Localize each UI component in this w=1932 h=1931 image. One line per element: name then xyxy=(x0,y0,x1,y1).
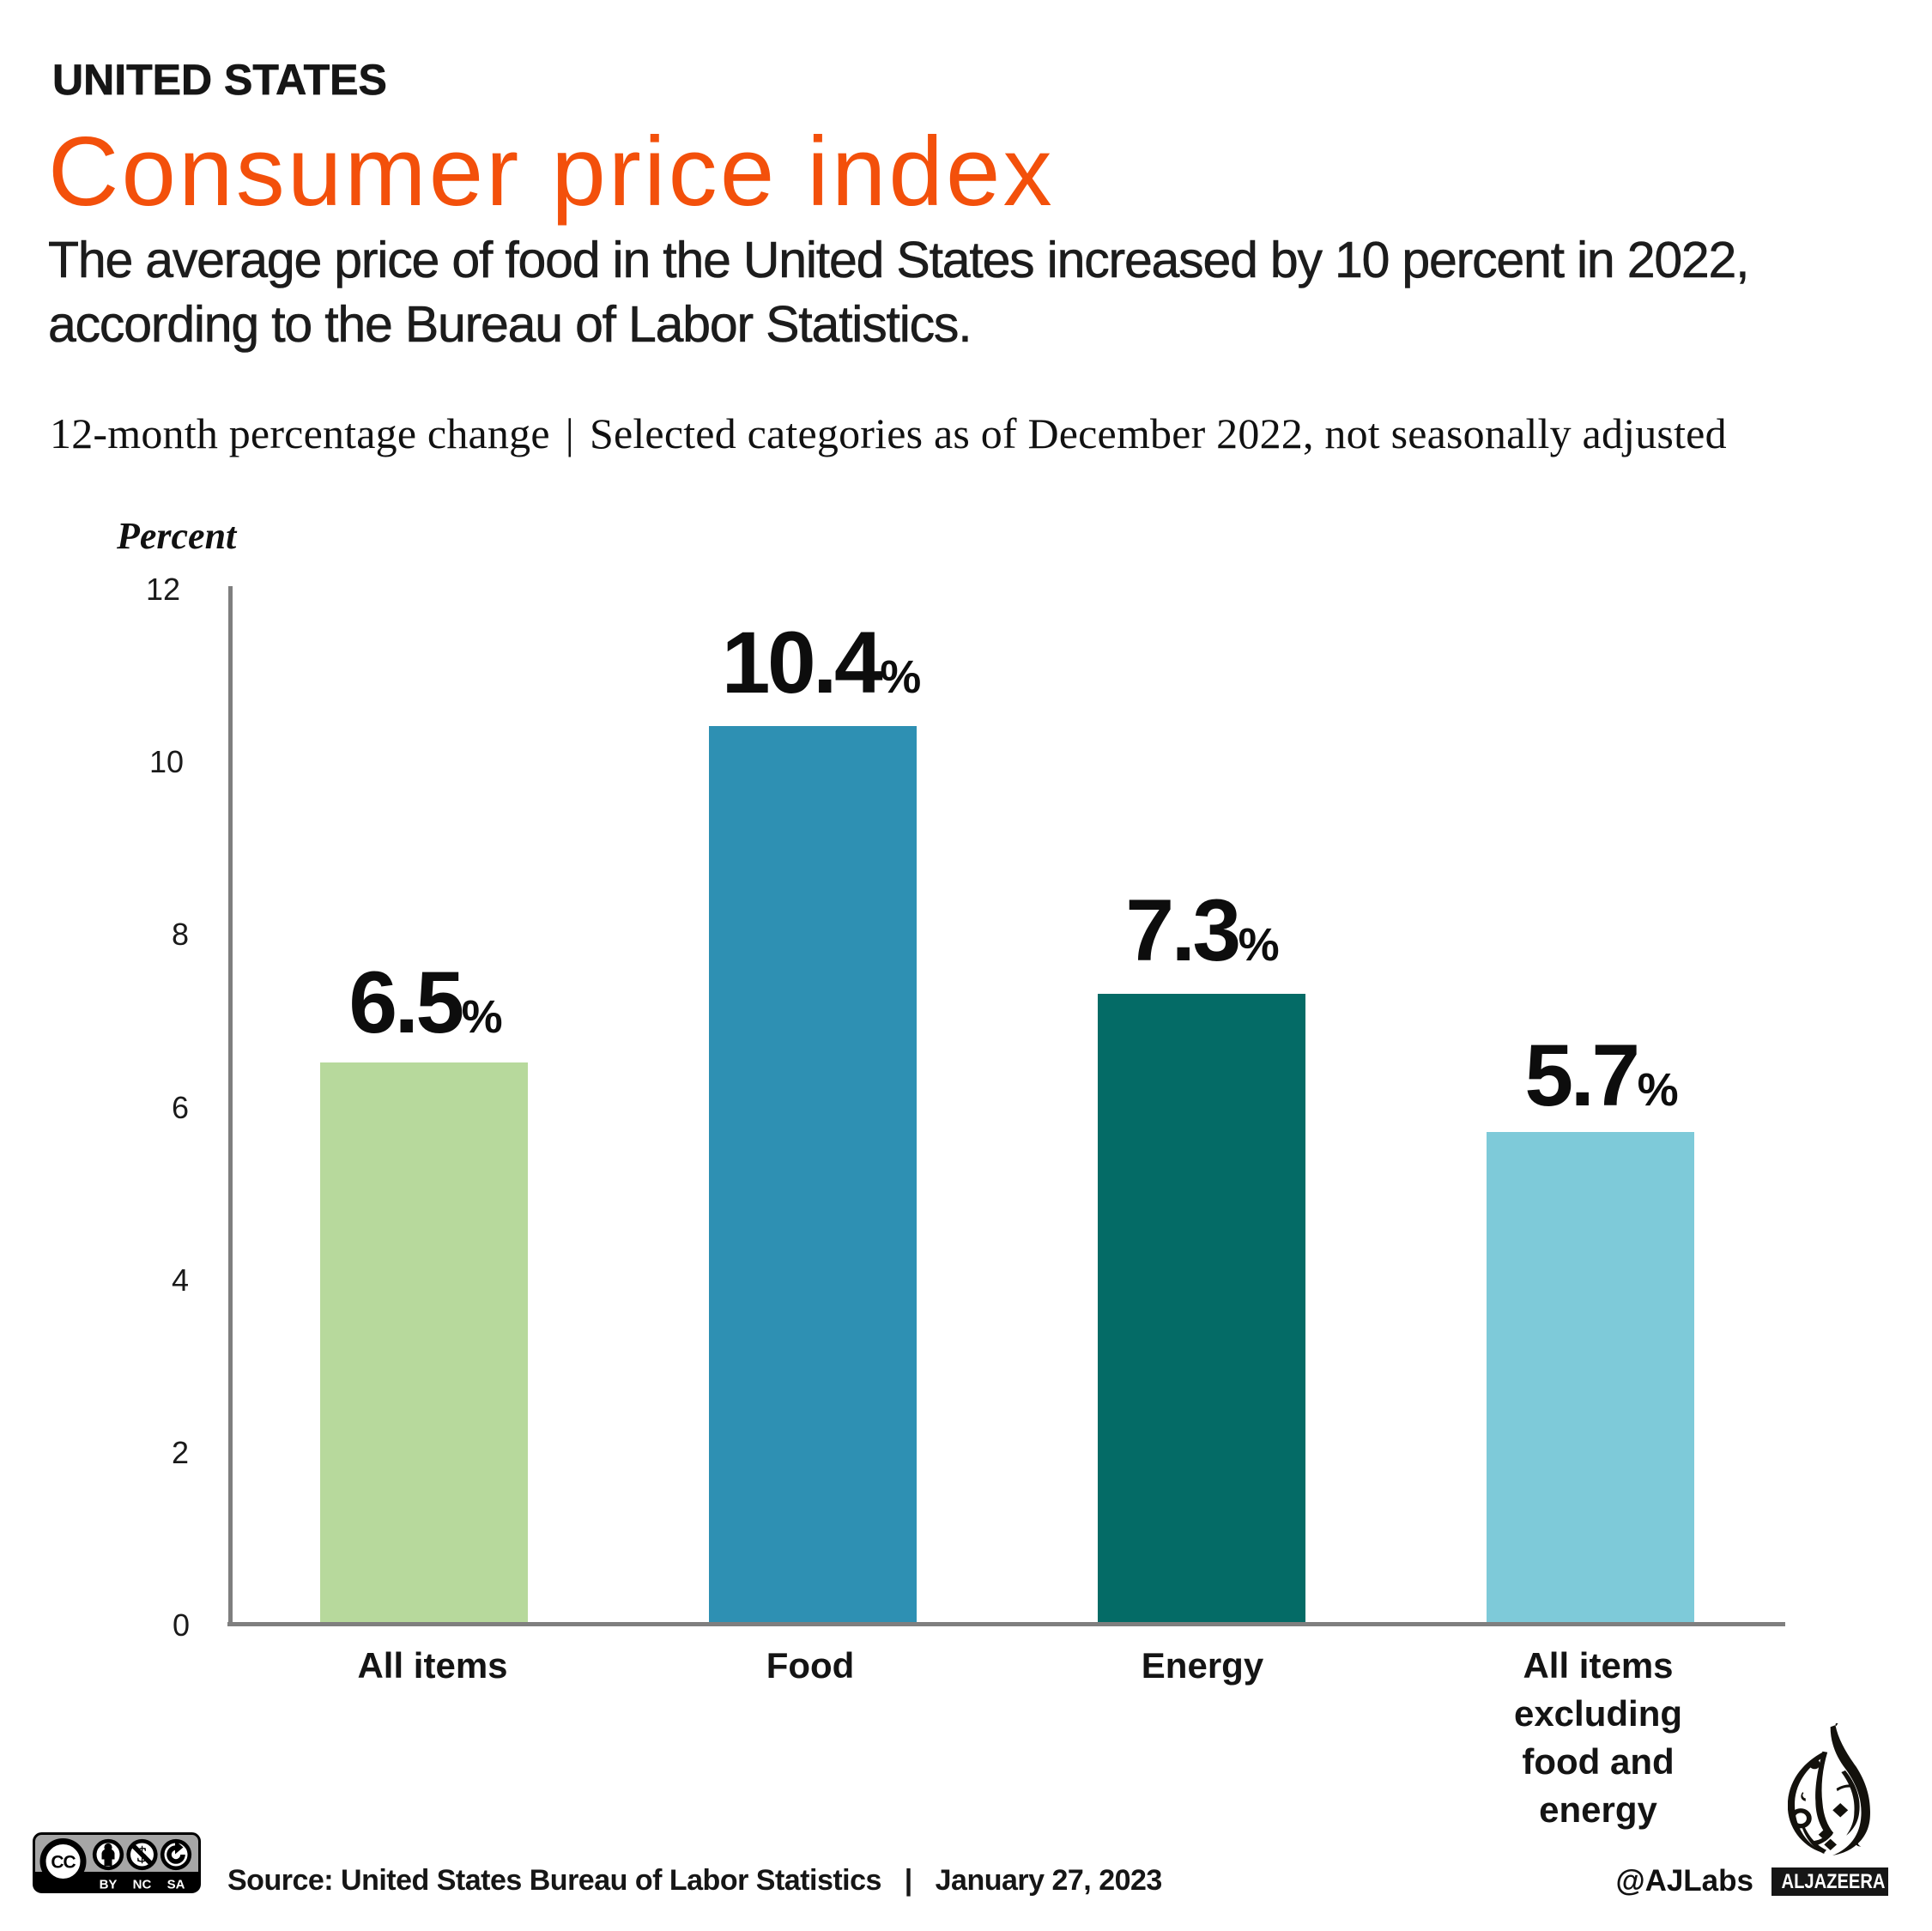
svg-text:SA: SA xyxy=(167,1878,185,1892)
svg-text:BY: BY xyxy=(100,1878,118,1892)
svg-text:NC: NC xyxy=(133,1878,152,1892)
svg-text:CC: CC xyxy=(51,1853,76,1873)
